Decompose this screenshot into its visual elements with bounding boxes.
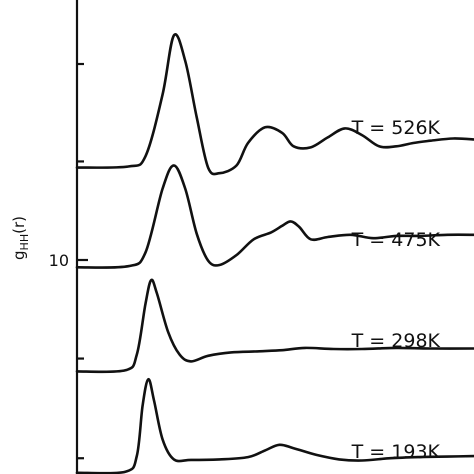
label-layer: T = 526K T = 475K T = 298K T = 193K: [351, 117, 441, 463]
series-line-3: [75, 278, 474, 374]
series-label-4: T = 193K: [351, 441, 441, 463]
series-label-1: T = 526K: [351, 117, 441, 139]
y-tick-label: 10: [49, 251, 69, 270]
series-line-2: [75, 164, 474, 269]
series-line-4: [75, 377, 474, 474]
axis-layer: 10: [49, 0, 88, 474]
series-label-3: T = 298K: [351, 330, 441, 352]
y-axis-label: gHH(r): [10, 216, 31, 260]
series-label-2: T = 475K: [351, 229, 441, 251]
series-line-1: [75, 33, 474, 176]
y-axis-label-main: g: [10, 250, 28, 260]
y-axis-label-sub: HH: [18, 234, 31, 251]
y-axis-label-arg: (r): [10, 216, 28, 234]
curve-layer: [75, 33, 474, 474]
